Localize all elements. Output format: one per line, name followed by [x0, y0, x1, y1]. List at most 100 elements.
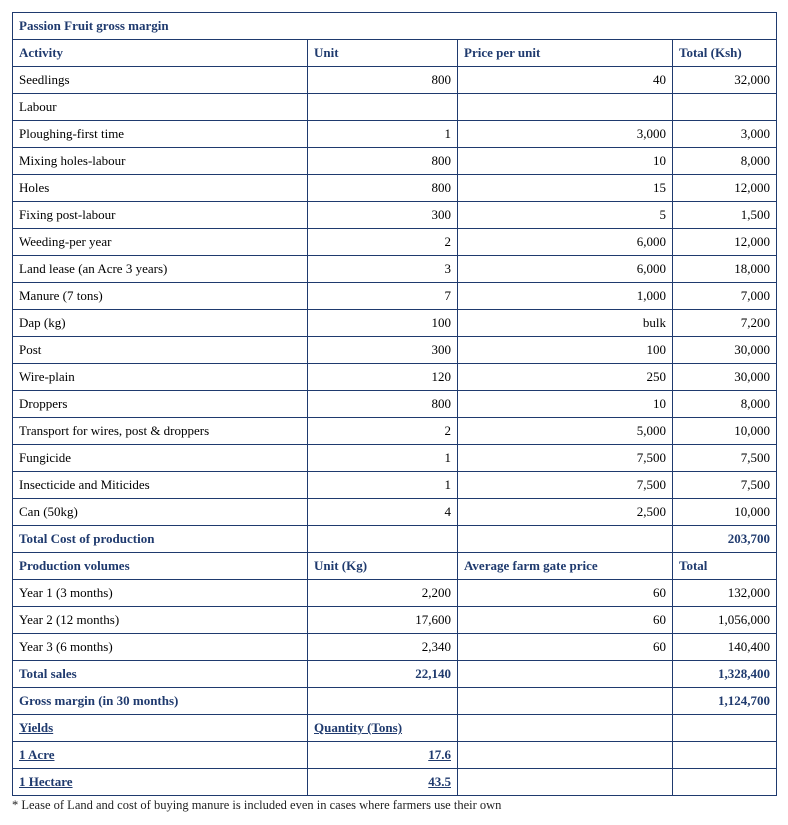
cost-row: Insecticide and Miticides17,5007,500 — [13, 472, 777, 499]
total-cell: 18,000 — [673, 256, 777, 283]
empty-cell — [458, 742, 673, 769]
total-sales-label: Total sales — [13, 661, 308, 688]
yield-qty: 17.6 — [308, 742, 458, 769]
activity-cell: Manure (7 tons) — [13, 283, 308, 310]
unit-cell: 800 — [308, 67, 458, 94]
unit-cell: 800 — [308, 391, 458, 418]
total-cost-row: Total Cost of production 203,700 — [13, 526, 777, 553]
price-cell: 5,000 — [458, 418, 673, 445]
avgprice-cell: 60 — [458, 634, 673, 661]
activity-cell: Weeding-per year — [13, 229, 308, 256]
empty-cell — [458, 769, 673, 796]
total-sales-unit: 22,140 — [308, 661, 458, 688]
production-row: Year 3 (6 months)2,34060140,400 — [13, 634, 777, 661]
activity-cell: Transport for wires, post & droppers — [13, 418, 308, 445]
yield-qty: 43.5 — [308, 769, 458, 796]
table-title: Passion Fruit gross margin — [13, 13, 777, 40]
unit-cell: 300 — [308, 202, 458, 229]
price-cell: 3,000 — [458, 121, 673, 148]
activity-cell: Ploughing-first time — [13, 121, 308, 148]
yields-header-row: YieldsQuantity (Tons) — [13, 715, 777, 742]
yield-area: 1 Hectare — [13, 769, 308, 796]
activity-cell: Post — [13, 337, 308, 364]
price-cell — [458, 94, 673, 121]
year-cell: Year 2 (12 months) — [13, 607, 308, 634]
unit-cell — [308, 94, 458, 121]
yield-row: 1 Hectare43.5 — [13, 769, 777, 796]
unit-cell: 1 — [308, 472, 458, 499]
yields-label: Yields — [13, 715, 308, 742]
unit-cell: 1 — [308, 445, 458, 472]
cost-row: Transport for wires, post & droppers25,0… — [13, 418, 777, 445]
empty-cell — [308, 688, 458, 715]
yield-row: 1 Acre17.6 — [13, 742, 777, 769]
cost-row: Post30010030,000 — [13, 337, 777, 364]
yields-qty-label: Quantity (Tons) — [308, 715, 458, 742]
unit-cell: 300 — [308, 337, 458, 364]
cost-row: Weeding-per year26,00012,000 — [13, 229, 777, 256]
empty-cell — [673, 769, 777, 796]
price-cell: 100 — [458, 337, 673, 364]
footnote: * Lease of Land and cost of buying manur… — [12, 798, 776, 813]
total-cell: 7,200 — [673, 310, 777, 337]
unitkg-cell: 2,200 — [308, 580, 458, 607]
price-cell: 6,000 — [458, 256, 673, 283]
activity-cell: Dap (kg) — [13, 310, 308, 337]
price-cell: 7,500 — [458, 472, 673, 499]
total-cell: 10,000 — [673, 499, 777, 526]
yield-area: 1 Acre — [13, 742, 308, 769]
prodtotal-cell: 1,056,000 — [673, 607, 777, 634]
col-avg-price: Average farm gate price — [458, 553, 673, 580]
cost-row: Ploughing-first time13,0003,000 — [13, 121, 777, 148]
gross-margin-value: 1,124,700 — [673, 688, 777, 715]
unitkg-cell: 17,600 — [308, 607, 458, 634]
prodtotal-cell: 140,400 — [673, 634, 777, 661]
col-total: Total (Ksh) — [673, 40, 777, 67]
price-cell: 2,500 — [458, 499, 673, 526]
gross-margin-label: Gross margin (in 30 months) — [13, 688, 308, 715]
activity-cell: Holes — [13, 175, 308, 202]
year-cell: Year 3 (6 months) — [13, 634, 308, 661]
total-cost-value: 203,700 — [673, 526, 777, 553]
total-cost-label: Total Cost of production — [13, 526, 308, 553]
total-cell: 7,500 — [673, 445, 777, 472]
col-unit: Unit — [308, 40, 458, 67]
unitkg-cell: 2,340 — [308, 634, 458, 661]
total-sales-value: 1,328,400 — [673, 661, 777, 688]
total-cell: 3,000 — [673, 121, 777, 148]
cost-row: Labour — [13, 94, 777, 121]
col-price: Price per unit — [458, 40, 673, 67]
unit-cell: 800 — [308, 148, 458, 175]
empty-cell — [673, 742, 777, 769]
col-unit-kg: Unit (Kg) — [308, 553, 458, 580]
gross-margin-row: Gross margin (in 30 months) 1,124,700 — [13, 688, 777, 715]
price-cell: 250 — [458, 364, 673, 391]
avgprice-cell: 60 — [458, 580, 673, 607]
total-sales-row: Total sales22,140 1,328,400 — [13, 661, 777, 688]
year-cell: Year 1 (3 months) — [13, 580, 308, 607]
activity-cell: Land lease (an Acre 3 years) — [13, 256, 308, 283]
activity-cell: Mixing holes-labour — [13, 148, 308, 175]
price-cell: 10 — [458, 391, 673, 418]
activity-cell: Can (50kg) — [13, 499, 308, 526]
unit-cell: 2 — [308, 229, 458, 256]
total-cell — [673, 94, 777, 121]
col-activity: Activity — [13, 40, 308, 67]
total-cell: 32,000 — [673, 67, 777, 94]
gross-margin-table: Passion Fruit gross marginActivityUnitPr… — [12, 12, 777, 796]
cost-row: Can (50kg)42,50010,000 — [13, 499, 777, 526]
price-cell: 5 — [458, 202, 673, 229]
cost-row: Holes8001512,000 — [13, 175, 777, 202]
price-cell: 10 — [458, 148, 673, 175]
empty-cell — [458, 526, 673, 553]
cost-row: Mixing holes-labour800108,000 — [13, 148, 777, 175]
unit-cell: 100 — [308, 310, 458, 337]
header-row-2: Production volumesUnit (Kg)Average farm … — [13, 553, 777, 580]
total-cell: 1,500 — [673, 202, 777, 229]
total-cell: 10,000 — [673, 418, 777, 445]
empty-cell — [308, 526, 458, 553]
activity-cell: Fungicide — [13, 445, 308, 472]
unit-cell: 1 — [308, 121, 458, 148]
cost-row: Droppers800108,000 — [13, 391, 777, 418]
total-cell: 7,000 — [673, 283, 777, 310]
